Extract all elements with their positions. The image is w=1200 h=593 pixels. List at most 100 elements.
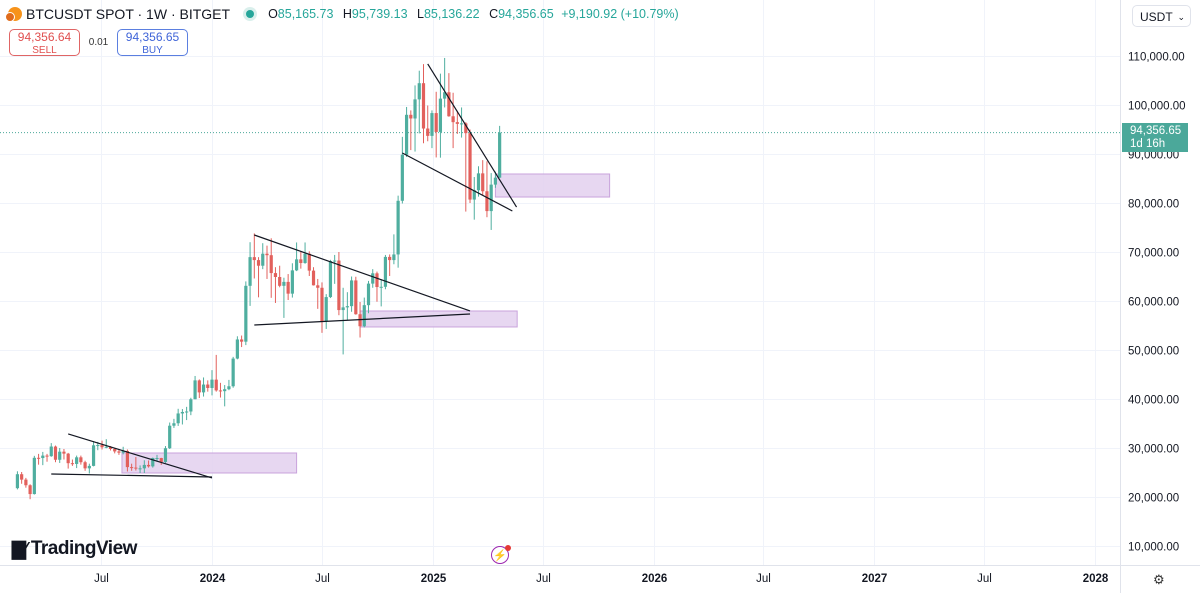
candle-body — [481, 173, 485, 192]
candle — [172, 418, 176, 428]
currency-select[interactable]: USDT ⌄ — [1132, 5, 1191, 27]
candle — [341, 287, 345, 355]
candle — [185, 406, 189, 421]
candle — [210, 370, 214, 396]
candle-body — [138, 468, 142, 470]
candle — [498, 125, 502, 178]
rectangle-zone — [494, 173, 611, 198]
candle-body — [223, 389, 227, 392]
candle-body — [337, 260, 341, 311]
candle-body — [476, 173, 481, 191]
symbol-title[interactable]: BTCUSDT SPOT · 1W · BITGET — [26, 6, 231, 22]
candle-body — [489, 184, 493, 212]
sell-label: SELL — [32, 45, 57, 56]
candle-body — [493, 177, 498, 185]
lightning-icon[interactable]: ⚡ — [491, 545, 511, 564]
candle — [476, 166, 481, 197]
price-tick-label: 50,000.00 — [1128, 346, 1179, 358]
candle — [388, 254, 392, 277]
buy-button[interactable]: 94,356.65 BUY — [117, 29, 188, 56]
candle — [337, 252, 341, 316]
candle — [290, 263, 294, 298]
candle-body — [125, 450, 129, 468]
candle — [168, 422, 172, 449]
candle — [333, 254, 337, 284]
candle — [455, 110, 459, 134]
price-axis[interactable]: 10,000.00 20,000.00 30,000.00 40,000.00 50,0… — [1128, 52, 1186, 554]
candle — [464, 122, 468, 212]
trendline — [68, 433, 213, 479]
time-tick-label: Jul — [315, 573, 330, 585]
candle-body — [49, 446, 53, 457]
candles — [15, 57, 502, 500]
settings-gear-icon[interactable]: ⚙ — [1153, 572, 1165, 587]
candle-body — [375, 273, 379, 288]
sell-price: 94,356.64 — [17, 30, 72, 44]
candle-body — [87, 465, 91, 469]
trendline — [254, 313, 471, 326]
candle-body — [176, 413, 180, 424]
candle-body — [214, 379, 218, 391]
candle-body — [362, 305, 366, 327]
candle — [79, 455, 83, 465]
candle-body — [443, 92, 447, 99]
sell-button[interactable]: 94,356.64 SELL — [9, 29, 80, 56]
candle-body — [290, 270, 294, 294]
candle-body — [32, 457, 36, 495]
price-tick-label: 60,000.00 — [1128, 297, 1179, 309]
candle — [163, 446, 168, 463]
candle — [83, 460, 87, 471]
candle — [24, 477, 28, 488]
bar-countdown: 1d 16h — [1130, 138, 1166, 150]
candle-body — [104, 446, 108, 448]
candle-body — [366, 283, 371, 306]
candle-body — [197, 380, 201, 393]
last-price: 94,356.65 — [1130, 125, 1182, 137]
candle-body — [15, 474, 20, 489]
candle — [286, 274, 290, 301]
candle-body — [261, 253, 265, 266]
candle-body — [269, 255, 273, 274]
candle-body — [485, 191, 489, 212]
candle — [45, 453, 49, 462]
time-tick-label: 2025 — [421, 573, 447, 585]
candle — [36, 453, 41, 465]
trendlines[interactable] — [51, 63, 518, 479]
candle — [417, 70, 421, 134]
candle-body — [320, 287, 324, 322]
candle-body — [231, 358, 235, 387]
candle — [176, 408, 180, 426]
candle-body — [45, 455, 49, 457]
time-tick-label: Jul — [977, 573, 992, 585]
candle — [324, 294, 328, 329]
candle — [201, 377, 206, 397]
candle-body — [62, 451, 66, 454]
candle-body — [79, 457, 83, 463]
time-axis[interactable]: Jul 2024 Jul 2025 Jul 2026 Jul 2027 Jul 2028 — [94, 573, 1109, 585]
candle — [197, 379, 201, 399]
candle-body — [100, 445, 104, 448]
candle — [49, 443, 53, 457]
candle — [231, 356, 235, 388]
market-status-icon — [246, 10, 255, 18]
candle-body — [265, 253, 269, 256]
grid — [0, 0, 1120, 565]
candle — [451, 92, 455, 149]
candle-body — [66, 453, 70, 464]
candle — [130, 463, 134, 471]
candle — [28, 484, 32, 500]
candle-body — [451, 116, 455, 123]
candle — [32, 455, 36, 495]
candle-body — [58, 451, 62, 460]
candle — [430, 110, 434, 149]
candle-body — [333, 260, 337, 262]
last-price-tag: 94,356.65 1d 16h — [1122, 123, 1188, 152]
candle — [193, 375, 197, 400]
tradingview-logo[interactable]: ▇⁄ TradingView — [12, 538, 137, 560]
btc-logo-icon — [5, 7, 22, 22]
candle-body — [438, 98, 443, 132]
candle-body — [206, 384, 210, 388]
candle-body — [155, 458, 159, 460]
candle-body — [409, 114, 413, 119]
